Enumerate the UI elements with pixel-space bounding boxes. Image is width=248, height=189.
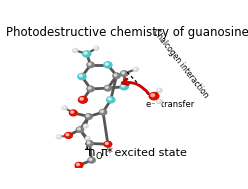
Circle shape: [77, 163, 79, 166]
Text: Photodestructive chemistry of guanosine: Photodestructive chemistry of guanosine: [6, 26, 248, 39]
Circle shape: [56, 135, 61, 139]
Circle shape: [74, 49, 75, 50]
Circle shape: [120, 84, 128, 90]
Circle shape: [76, 127, 84, 132]
Circle shape: [89, 158, 92, 160]
Circle shape: [86, 141, 93, 146]
Circle shape: [69, 110, 77, 116]
Circle shape: [95, 47, 97, 48]
Circle shape: [113, 73, 120, 79]
Circle shape: [62, 106, 67, 110]
Circle shape: [70, 171, 72, 172]
Circle shape: [86, 137, 88, 139]
Text: Chalcogen interaction: Chalcogen interaction: [151, 27, 211, 99]
Circle shape: [85, 114, 92, 119]
Circle shape: [78, 74, 86, 80]
Circle shape: [88, 157, 95, 163]
Circle shape: [84, 52, 87, 54]
Circle shape: [78, 128, 80, 130]
Circle shape: [107, 97, 115, 103]
Text: e⁻  transfer: e⁻ transfer: [146, 100, 195, 109]
Circle shape: [86, 115, 89, 117]
Circle shape: [84, 124, 88, 128]
Text: π*: π*: [101, 146, 114, 159]
Circle shape: [88, 87, 91, 89]
Circle shape: [101, 110, 103, 112]
Circle shape: [149, 93, 159, 100]
Circle shape: [157, 88, 162, 92]
Circle shape: [108, 98, 111, 100]
Circle shape: [158, 89, 160, 91]
Circle shape: [65, 132, 72, 138]
Circle shape: [121, 71, 128, 76]
Text: O: O: [95, 152, 102, 161]
Circle shape: [134, 68, 136, 69]
Circle shape: [133, 67, 138, 71]
Circle shape: [87, 62, 94, 68]
Circle shape: [63, 107, 65, 108]
Circle shape: [157, 100, 162, 104]
Circle shape: [66, 134, 69, 136]
Circle shape: [105, 63, 108, 65]
Circle shape: [104, 62, 112, 68]
Circle shape: [114, 74, 117, 76]
Circle shape: [71, 111, 74, 113]
Circle shape: [84, 125, 86, 126]
Circle shape: [78, 96, 87, 103]
Circle shape: [73, 48, 78, 52]
Circle shape: [104, 85, 112, 91]
Circle shape: [57, 136, 59, 137]
FancyArrowPatch shape: [122, 79, 148, 93]
Circle shape: [122, 85, 125, 87]
Circle shape: [99, 109, 107, 115]
Circle shape: [87, 142, 90, 144]
Circle shape: [79, 74, 82, 77]
Circle shape: [94, 46, 99, 50]
Circle shape: [104, 141, 112, 147]
Circle shape: [105, 86, 108, 88]
Text: excited state: excited state: [111, 148, 187, 158]
Circle shape: [75, 162, 83, 168]
Text: n: n: [88, 146, 96, 159]
Circle shape: [85, 137, 90, 140]
Circle shape: [80, 98, 83, 100]
Circle shape: [122, 72, 124, 74]
Circle shape: [88, 63, 91, 65]
Text: 1: 1: [83, 143, 89, 152]
Circle shape: [87, 86, 94, 92]
Circle shape: [105, 142, 108, 144]
Circle shape: [158, 100, 160, 102]
Circle shape: [83, 51, 91, 57]
Circle shape: [151, 94, 155, 97]
Circle shape: [69, 170, 74, 174]
